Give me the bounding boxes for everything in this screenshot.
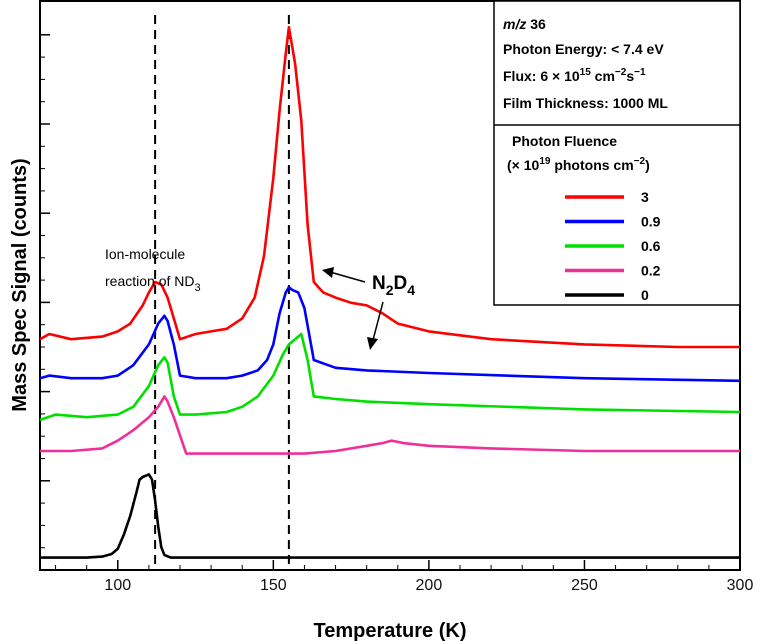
y-axis-title: Mass Spec Signal (counts) xyxy=(9,158,31,411)
photon-energy-label: Photon Energy: < 7.4 eV xyxy=(503,41,664,57)
x-tick-label: 300 xyxy=(727,577,754,594)
mz-label: m/z 36 xyxy=(503,16,546,32)
ion-annotation-line2: reaction of ND3 xyxy=(105,273,201,294)
x-axis-ticks: 100 150 200 250 300 xyxy=(55,560,754,594)
n2d4-label: N2D4 xyxy=(372,273,415,298)
film-thickness-label: Film Thickness: 1000 ML xyxy=(503,95,668,111)
info-box: m/z 36 Photon Energy: < 7.4 eV Flux: 6 ×… xyxy=(493,0,741,306)
n2d4-arrow-left xyxy=(322,267,366,283)
x-axis-title: Temperature (K) xyxy=(314,620,467,641)
ion-annotation-line1: Ion-molecule xyxy=(105,246,185,262)
series-line-0.2 xyxy=(40,395,740,455)
series-line-0.6 xyxy=(39,332,741,422)
flux-label: Flux: 6 × 1015 cm−2s−1 xyxy=(503,67,646,84)
legend-label-0.9: 0.9 xyxy=(641,214,661,230)
series-line-3 xyxy=(39,25,740,349)
n2d4-arrow-down xyxy=(367,301,384,350)
x-tick-label: 200 xyxy=(416,577,443,594)
series-lines xyxy=(39,25,741,559)
legend-label-0.2: 0.2 xyxy=(641,263,661,279)
y-axis-ticks xyxy=(40,34,50,571)
series-line-0.9 xyxy=(39,285,741,383)
legend-label-0.6: 0.6 xyxy=(641,238,661,254)
legend-label-3: 3 xyxy=(641,189,649,205)
legend-title-line2: (× 1019 photons cm−2) xyxy=(507,156,650,173)
series-line-0 xyxy=(40,473,740,559)
x-tick-label: 100 xyxy=(104,577,131,594)
legend-title-line1: Photon Fluence xyxy=(512,133,617,149)
x-tick-label: 150 xyxy=(260,577,287,594)
x-tick-label: 250 xyxy=(571,577,598,594)
legend-entries: 3 0.9 0.6 0.2 0 xyxy=(565,189,661,303)
legend-label-0: 0 xyxy=(641,287,649,303)
